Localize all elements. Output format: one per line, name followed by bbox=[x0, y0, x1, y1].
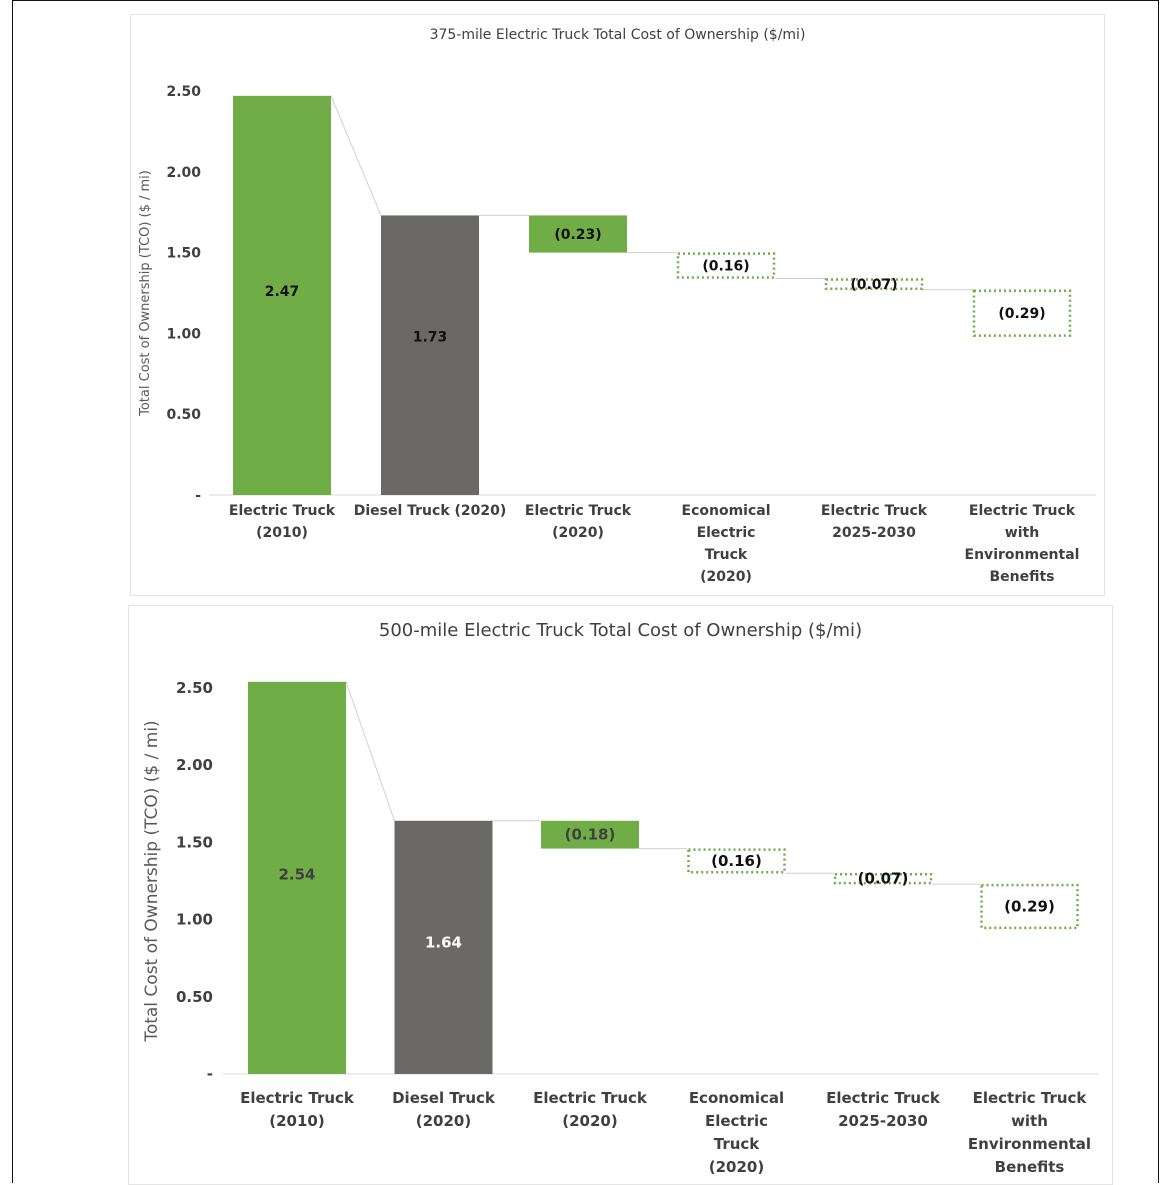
frame-border-top bbox=[12, 0, 1159, 1]
chart-375-mile: 375-mile Electric Truck Total Cost of Ow… bbox=[138, 27, 1096, 585]
x-tick-label: Truck bbox=[714, 1135, 761, 1153]
bar-3 bbox=[676, 252, 776, 279]
data-label-3: (0.16) bbox=[711, 852, 762, 870]
x-tick-label: Electric Truck bbox=[969, 503, 1076, 519]
x-tick-label: Electric Truck bbox=[973, 1089, 1088, 1107]
y-tick-label: 1.50 bbox=[166, 246, 201, 262]
y-tick-label: 2.00 bbox=[166, 165, 201, 181]
x-tick-label: (2010) bbox=[269, 1112, 324, 1130]
x-tick-label: 2025-2030 bbox=[832, 525, 916, 541]
data-label-0: 2.47 bbox=[265, 284, 300, 300]
chart-panel-375-mile: 375-mile Electric Truck Total Cost of Ow… bbox=[130, 14, 1105, 596]
data-label-4: (0.07) bbox=[850, 277, 897, 293]
x-tick-label: Benefits bbox=[995, 1158, 1065, 1176]
bar-4 bbox=[824, 278, 924, 291]
x-tick-label: Truck bbox=[705, 547, 748, 563]
x-tick-label: Electric Truck bbox=[525, 503, 632, 519]
bar-3 bbox=[687, 848, 786, 874]
bar-2 bbox=[541, 820, 639, 849]
frame-border-left bbox=[12, 0, 13, 1183]
x-tick-label: (2020) bbox=[700, 569, 752, 585]
x-tick-label: (2020) bbox=[562, 1112, 617, 1130]
x-tick-label: Electric Truck bbox=[240, 1089, 355, 1107]
x-tick-label: Electric bbox=[705, 1112, 768, 1130]
data-label-1: 1.73 bbox=[413, 329, 448, 345]
y-tick-label: 2.50 bbox=[166, 84, 201, 100]
x-tick-label: Electric Truck bbox=[821, 503, 928, 519]
connector-line bbox=[345, 681, 395, 821]
bar-5 bbox=[972, 289, 1072, 337]
connector-line bbox=[330, 95, 382, 216]
chart-title: 500-mile Electric Truck Total Cost of Ow… bbox=[379, 620, 862, 641]
bar-4 bbox=[833, 873, 933, 885]
y-tick-label: 1.00 bbox=[166, 326, 201, 342]
y-tick-label: 2.00 bbox=[176, 756, 213, 774]
y-axis-label: Total Cost of Ownership (TCO) ($ / mi) bbox=[142, 720, 162, 1042]
x-tick-label: Electric Truck bbox=[229, 503, 336, 519]
bar-0 bbox=[248, 681, 346, 1074]
data-label-1: 1.64 bbox=[425, 933, 462, 951]
x-tick-label: Diesel Truck (2020) bbox=[354, 503, 507, 519]
chart-title: 375-mile Electric Truck Total Cost of Ow… bbox=[430, 27, 806, 43]
x-tick-label: Economical bbox=[682, 503, 771, 519]
x-tick-label: Economical bbox=[689, 1089, 784, 1107]
x-tick-label: Environmental bbox=[968, 1135, 1091, 1153]
bar-0 bbox=[233, 95, 331, 496]
chart-500-mile: 500-mile Electric Truck Total Cost of Ow… bbox=[142, 620, 1099, 1176]
frame-border-right bbox=[1158, 0, 1159, 1183]
data-label-5: (0.29) bbox=[1004, 897, 1055, 915]
x-tick-label: Environmental bbox=[965, 547, 1080, 563]
x-tick-label: (2020) bbox=[416, 1112, 471, 1130]
data-label-2: (0.18) bbox=[565, 826, 616, 844]
x-tick-label: with bbox=[1005, 525, 1039, 541]
bar-2 bbox=[529, 215, 627, 253]
x-tick-label: Electric Truck bbox=[533, 1089, 648, 1107]
data-label-0: 2.54 bbox=[278, 865, 315, 883]
y-axis-label: Total Cost of Ownership (TCO) ($ / mi) bbox=[138, 170, 153, 417]
y-tick-label: 1.50 bbox=[176, 833, 213, 851]
y-tick-label: - bbox=[195, 488, 201, 504]
chart-panel-500-mile: 500-mile Electric Truck Total Cost of Ow… bbox=[128, 605, 1113, 1185]
y-tick-label: 0.50 bbox=[166, 407, 201, 423]
data-label-3: (0.16) bbox=[702, 259, 749, 275]
y-tick-label: 2.50 bbox=[176, 679, 213, 697]
data-label-2: (0.23) bbox=[554, 227, 601, 243]
x-tick-label: (2010) bbox=[256, 525, 308, 541]
bar-5 bbox=[980, 883, 1079, 930]
x-tick-label: with bbox=[1011, 1112, 1048, 1130]
x-tick-label: (2020) bbox=[552, 525, 604, 541]
data-label-5: (0.29) bbox=[998, 306, 1045, 322]
x-tick-label: Electric Truck bbox=[826, 1089, 941, 1107]
x-tick-label: Diesel Truck bbox=[392, 1089, 496, 1107]
y-tick-label: 1.00 bbox=[176, 911, 213, 929]
bar-1 bbox=[394, 820, 493, 1074]
x-tick-label: 2025-2030 bbox=[838, 1112, 928, 1130]
bar-1 bbox=[381, 215, 479, 495]
data-label-4: (0.07) bbox=[858, 870, 909, 888]
x-tick-label: (2020) bbox=[709, 1158, 764, 1176]
x-tick-label: Electric bbox=[697, 525, 756, 541]
y-tick-label: 0.50 bbox=[176, 988, 213, 1006]
x-tick-label: Benefits bbox=[989, 569, 1054, 585]
y-tick-label: - bbox=[207, 1065, 213, 1083]
